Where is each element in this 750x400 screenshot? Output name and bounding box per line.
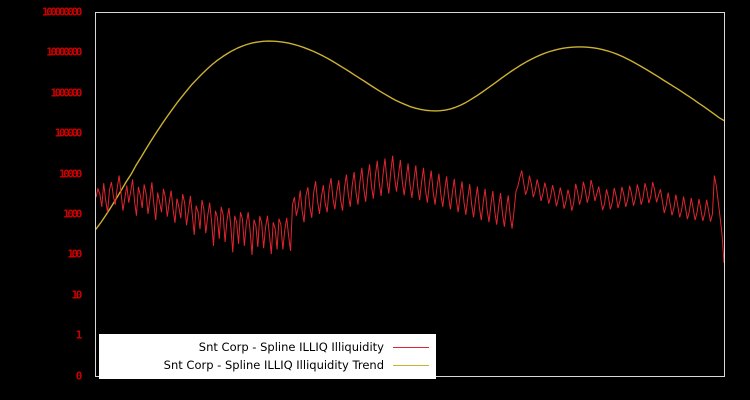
- series-line-illiquidity: [96, 155, 724, 264]
- y-tick-label-6: 100: [67, 247, 82, 261]
- chart-legend[interactable]: Snt Corp - Spline ILLIQ Illiquidity Snt …: [99, 334, 436, 379]
- legend-item-illiquidity[interactable]: Snt Corp - Spline ILLIQ Illiquidity: [106, 338, 429, 356]
- legend-item-trend[interactable]: Snt Corp - Spline ILLIQ Illiquidity Tren…: [106, 356, 429, 374]
- legend-label-illiquidity: Snt Corp - Spline ILLIQ Illiquidity: [198, 340, 384, 354]
- plot-svg: [96, 40, 724, 264]
- legend-swatch-illiquidity: [393, 346, 429, 348]
- y-tick-label-7: 10: [71, 288, 83, 302]
- series-line-trend: [96, 40, 724, 230]
- legend-swatch-trend: [393, 364, 429, 366]
- legend-label-trend: Snt Corp - Spline ILLIQ Illiquidity Tren…: [163, 358, 384, 372]
- y-tick-label-5: 1000: [63, 207, 82, 221]
- y-tick-label-8: 1: [75, 328, 83, 342]
- y-tick-label-2: 1000000: [50, 86, 82, 100]
- y-tick-label-1: 10000000: [46, 45, 82, 59]
- plot-area: [95, 12, 725, 377]
- y-axis-tick-labels: 100000000 10000000 1000000 100000 10000 1000 1…: [0, 0, 90, 400]
- y-tick-label-0: 100000000: [41, 5, 82, 19]
- y-tick-label-3: 100000: [54, 126, 83, 140]
- y-tick-label-4: 10000: [58, 167, 83, 181]
- y-tick-label-9: 0: [75, 369, 83, 383]
